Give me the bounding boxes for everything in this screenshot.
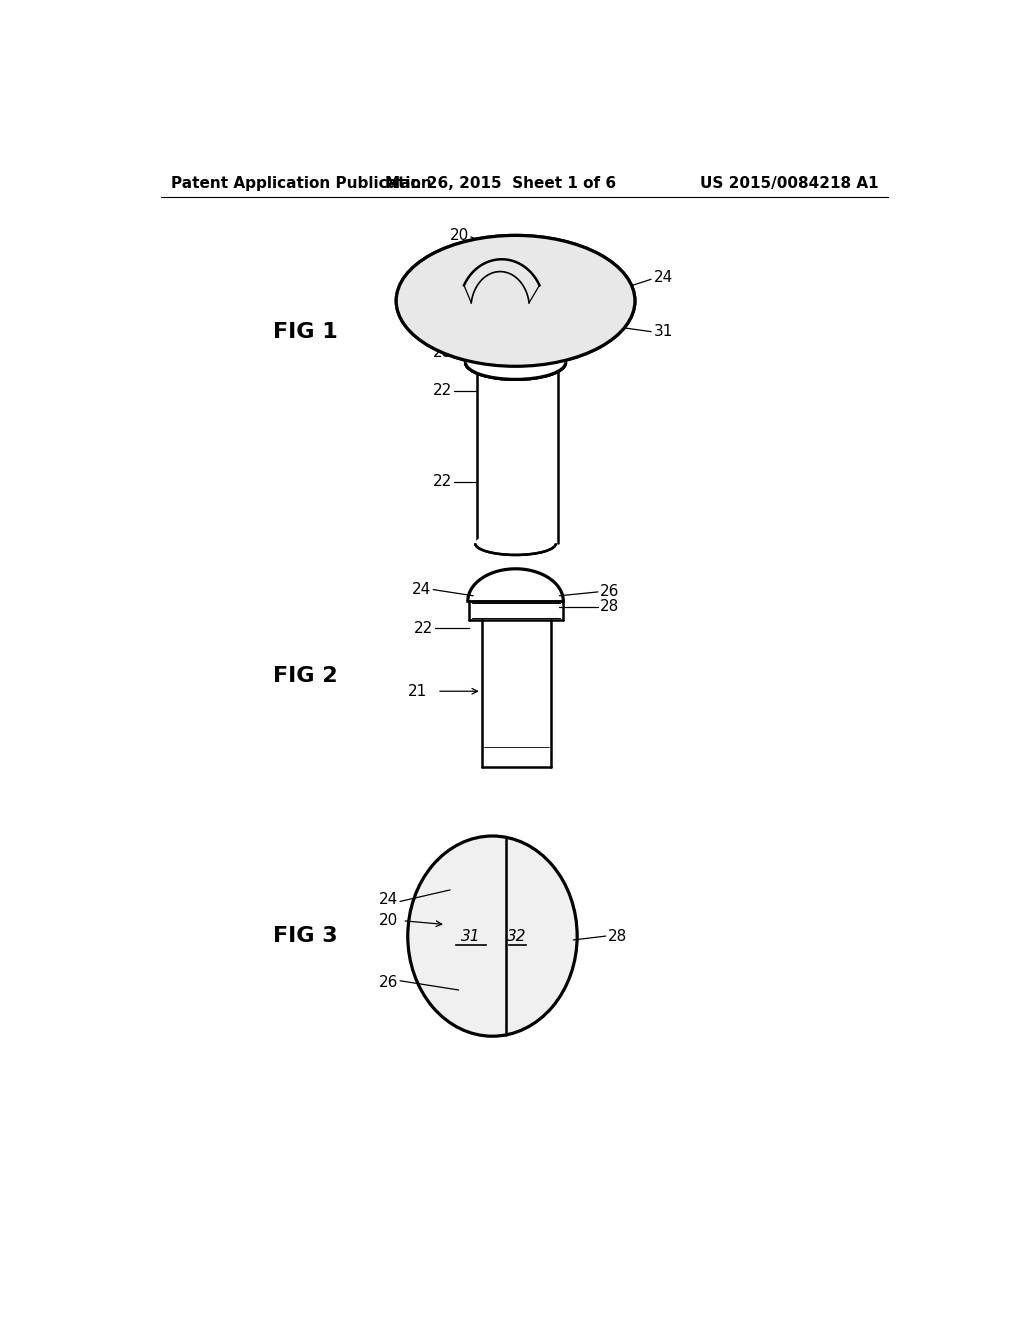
Ellipse shape xyxy=(475,532,556,554)
Text: 28: 28 xyxy=(600,599,620,614)
Text: 32: 32 xyxy=(507,928,527,944)
Text: FIG 3: FIG 3 xyxy=(273,927,338,946)
Text: 28: 28 xyxy=(433,345,453,360)
Ellipse shape xyxy=(408,836,578,1036)
Text: 31: 31 xyxy=(654,325,674,339)
Text: 32: 32 xyxy=(450,275,469,289)
Text: 24: 24 xyxy=(412,582,431,597)
Text: 24: 24 xyxy=(379,891,398,907)
Text: 21: 21 xyxy=(408,684,427,698)
Text: 22: 22 xyxy=(414,620,433,636)
Text: Patent Application Publication: Patent Application Publication xyxy=(171,176,431,190)
Text: FIG 2: FIG 2 xyxy=(273,665,338,686)
Text: 24: 24 xyxy=(654,271,674,285)
Ellipse shape xyxy=(396,235,635,367)
Text: FIG 1: FIG 1 xyxy=(273,322,338,342)
Ellipse shape xyxy=(396,235,635,367)
Text: 20: 20 xyxy=(379,913,398,928)
Text: 26: 26 xyxy=(379,974,398,990)
Text: Mar. 26, 2015  Sheet 1 of 6: Mar. 26, 2015 Sheet 1 of 6 xyxy=(385,176,615,190)
Text: 33: 33 xyxy=(450,252,469,268)
Text: US 2015/0084218 A1: US 2015/0084218 A1 xyxy=(700,176,879,190)
Text: 28: 28 xyxy=(608,928,628,944)
Text: 20: 20 xyxy=(451,228,469,243)
Text: 26: 26 xyxy=(600,583,620,599)
Text: 22: 22 xyxy=(433,474,453,490)
Text: 31: 31 xyxy=(461,928,480,944)
Ellipse shape xyxy=(466,346,565,379)
Text: 22: 22 xyxy=(433,383,453,399)
Ellipse shape xyxy=(466,346,565,379)
